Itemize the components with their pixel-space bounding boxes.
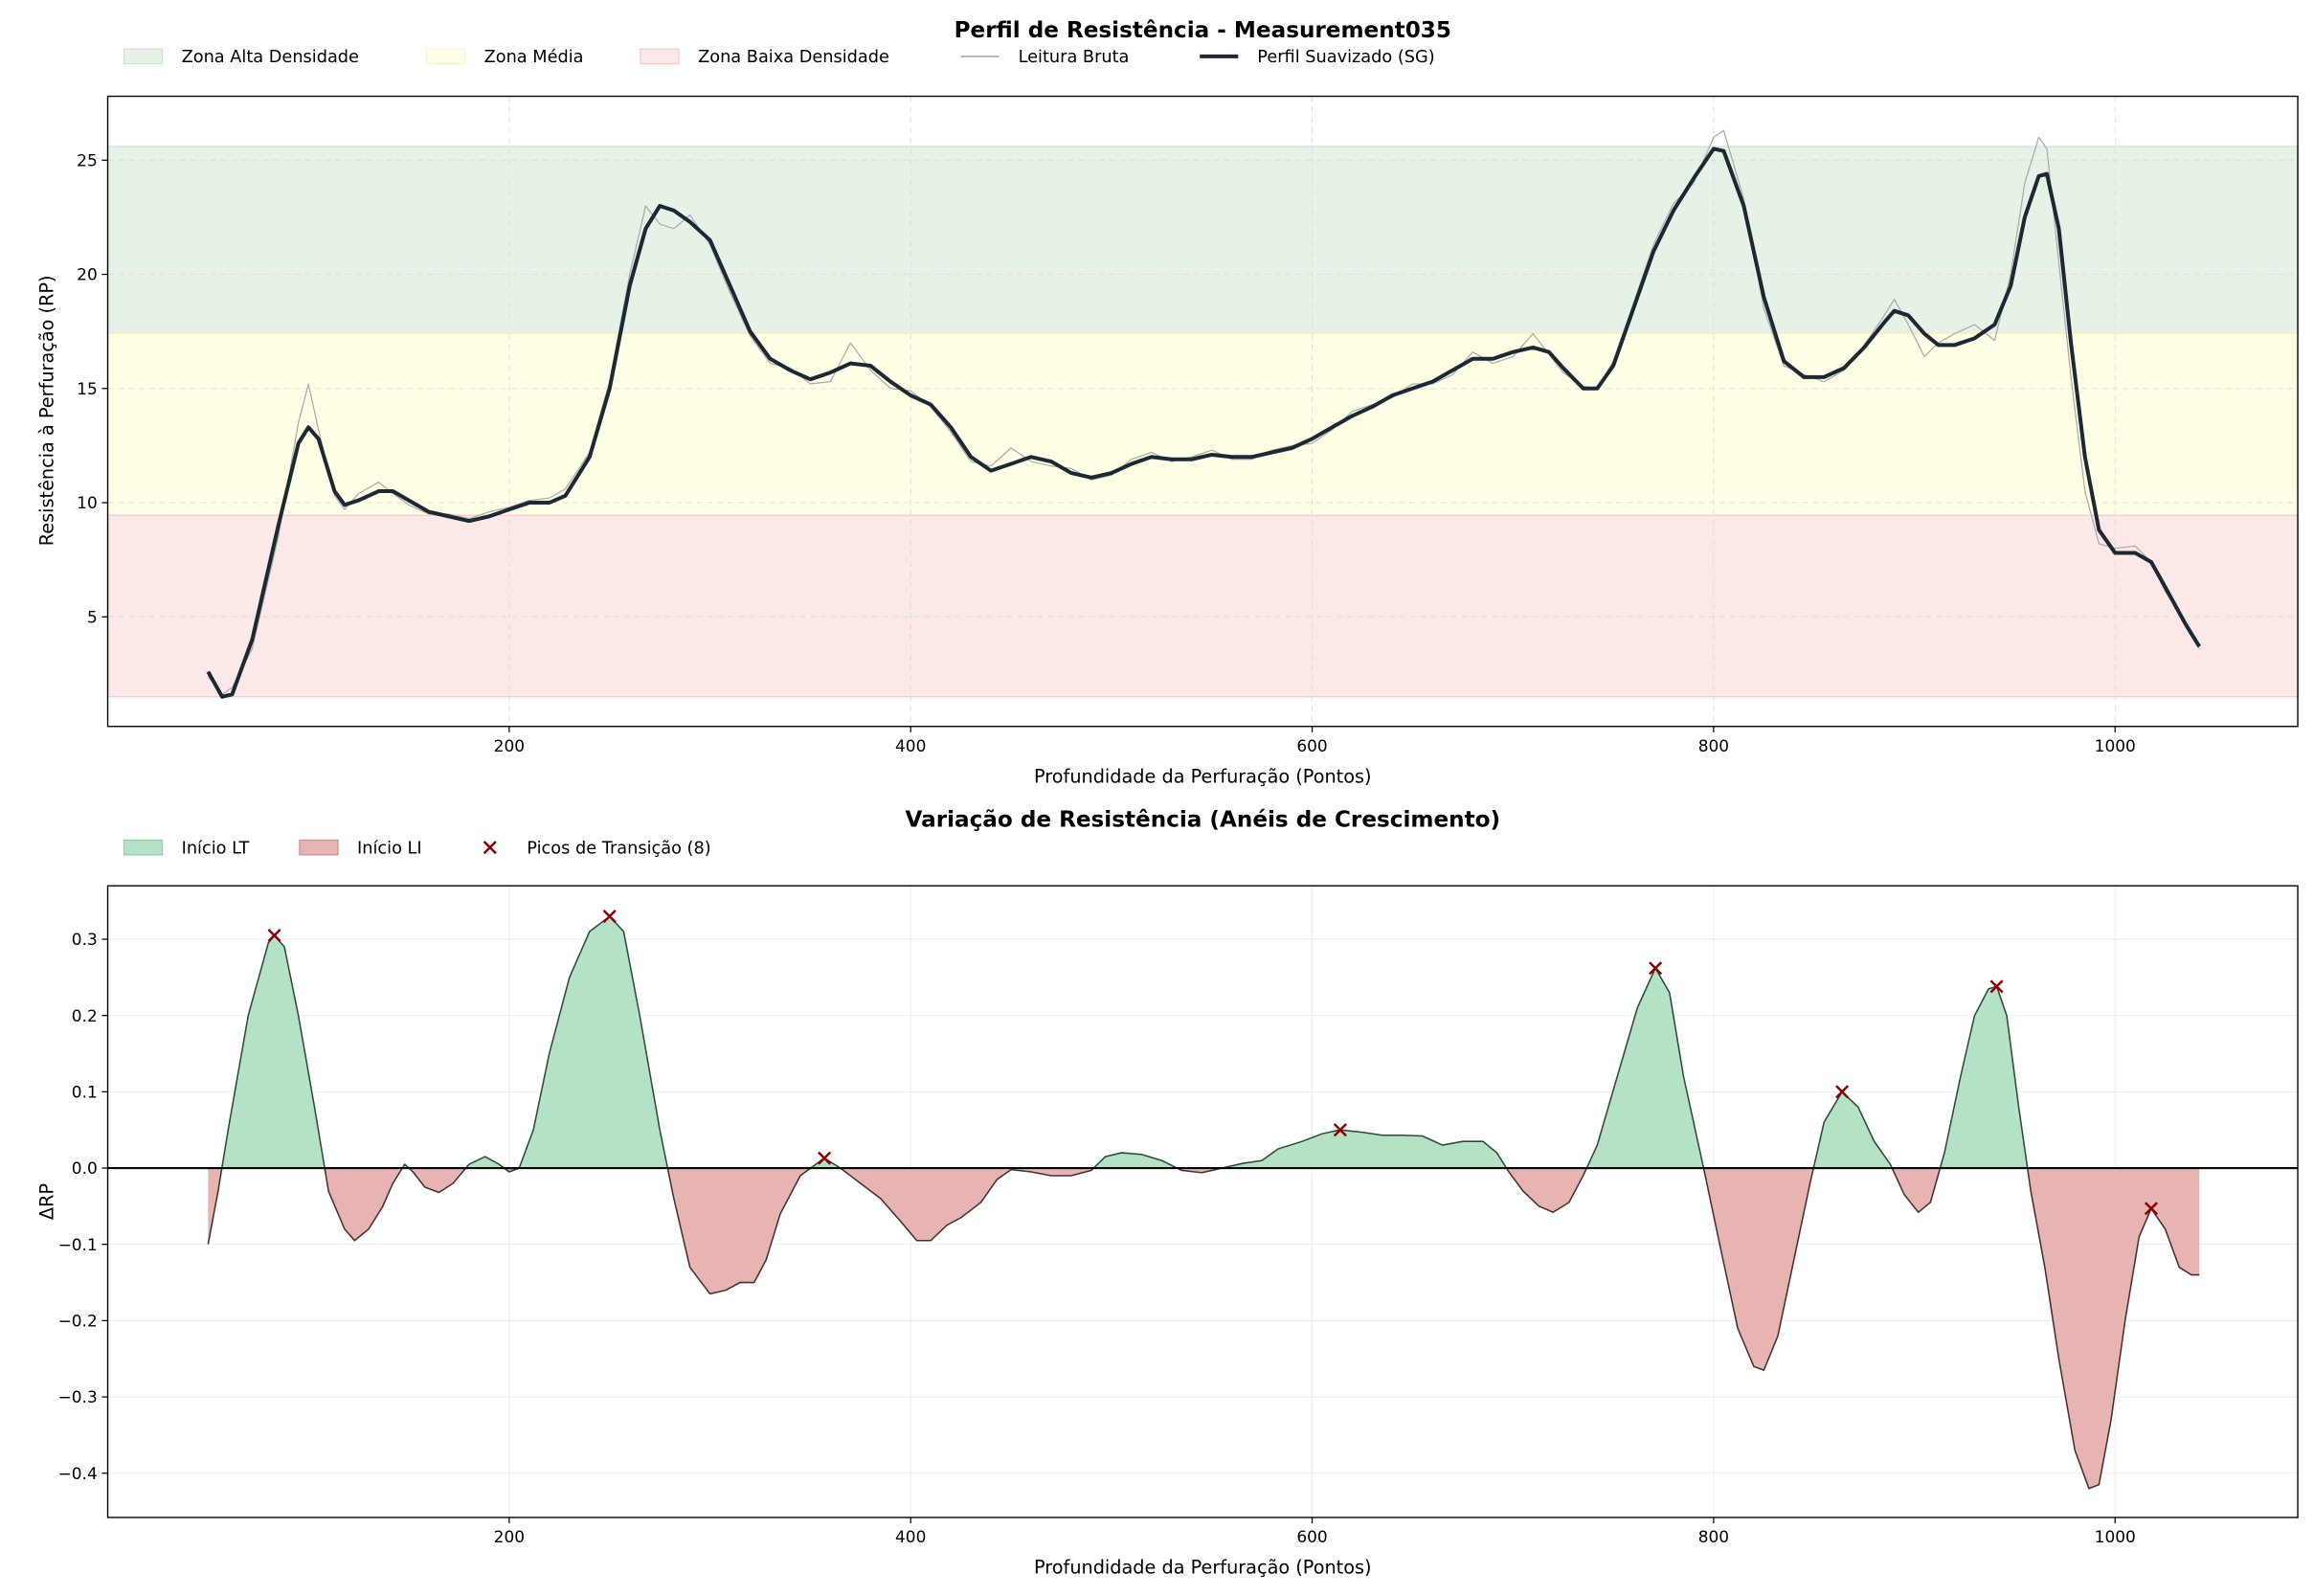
y-tick-label: 20 xyxy=(77,265,98,284)
top-chart-title: Perfil de Resistência - Measurement035 xyxy=(955,18,1451,43)
bottom-legend: Início LT Início LI Picos de Transição (8) xyxy=(123,839,711,858)
lt-start-fill-area xyxy=(208,916,2200,1169)
transition-peak-marker xyxy=(1649,961,1663,976)
x-tick-label: 600 xyxy=(1296,1527,1327,1546)
x-tick-label: 400 xyxy=(895,1527,926,1546)
legend-smoothed-profile-label: Perfil Suavizado (SG) xyxy=(1257,48,1434,67)
x-tick-label: 200 xyxy=(494,736,525,755)
delta-line-negative xyxy=(207,1168,2200,1490)
transition-peak-marker xyxy=(267,928,281,943)
legend-zone-high-swatch xyxy=(123,48,164,65)
top-axes-frame xyxy=(106,95,2299,728)
legend-zone-medium-label: Zona Média xyxy=(484,48,584,67)
bottom-plot: 200 400 600 800 1000 −0.4 −0.3 −0.2 −0.1 0.0 0.1 0.… xyxy=(58,885,2299,1546)
y-tick-label: 10 xyxy=(77,493,98,512)
top-legend: Zona Alta Densidade Zona Média Zona Baixa … xyxy=(123,48,1435,67)
transition-peak-marker xyxy=(818,1151,832,1165)
y-tick-label: −0.3 xyxy=(58,1387,98,1406)
bottom-axes-frame xyxy=(106,885,2299,1518)
x-tick-label: 1000 xyxy=(2095,736,2136,755)
y-tick-label: −0.1 xyxy=(58,1235,98,1254)
y-tick-label: 25 xyxy=(77,150,98,169)
top-y-axis-label: Resistência à Perfuração (RP) xyxy=(35,275,57,546)
y-tick-label: −0.4 xyxy=(58,1464,98,1483)
zone-high-density-band xyxy=(106,146,2299,335)
transition-peak-marker xyxy=(1333,1123,1347,1137)
y-tick-label: −0.2 xyxy=(58,1312,98,1331)
y-tick-label: 15 xyxy=(77,379,98,398)
x-tick-label: 800 xyxy=(1698,736,1729,755)
legend-zone-low-label: Zona Baixa Densidade xyxy=(698,48,889,67)
legend-lt-start-label: Início LT xyxy=(182,839,250,858)
y-tick-label: 0.3 xyxy=(72,930,98,949)
zone-medium-band xyxy=(106,332,2299,516)
series-group xyxy=(206,129,2201,699)
top-plot: 200 400 600 800 1000 5 10 15 20 25 xyxy=(77,95,2299,755)
zone-low-density-band xyxy=(106,514,2299,698)
x-tick-label: 400 xyxy=(895,736,926,755)
y-tick-label: 0.0 xyxy=(72,1158,98,1178)
delta-line-positive xyxy=(220,915,2029,1169)
legend-raw-reading-label: Leitura Bruta xyxy=(1019,48,1130,67)
bottom-x-axis-label: Profundidade da Perfuração (Pontos) xyxy=(1034,1557,1372,1579)
y-tick-label: 5 xyxy=(87,607,98,626)
li-start-fill-area xyxy=(208,1168,2200,1489)
top-x-axis-label: Profundidade da Perfuração (Pontos) xyxy=(1034,765,1372,787)
legend-peak-marker-icon xyxy=(483,841,497,855)
transition-peak-marker xyxy=(1989,979,2004,994)
transition-peak-marker xyxy=(2144,1202,2159,1216)
transition-peak-marker xyxy=(1835,1085,1850,1099)
y-tick-label: 0.1 xyxy=(72,1083,98,1102)
x-tick-label: 600 xyxy=(1296,736,1327,755)
legend-zone-medium-swatch xyxy=(425,48,466,65)
x-tick-label: 200 xyxy=(494,1527,525,1546)
y-tick-label: 0.2 xyxy=(72,1006,98,1025)
bottom-chart-title: Variação de Resistência (Anéis de Cresci… xyxy=(905,808,1500,833)
legend-li-start-label: Início LI xyxy=(357,839,422,858)
bottom-y-axis-label: ΔRP xyxy=(35,1183,57,1220)
legend-peaks-label: Picos de Transição (8) xyxy=(527,839,710,858)
legend-li-start-swatch xyxy=(299,839,339,856)
x-tick-label: 1000 xyxy=(2095,1527,2136,1546)
smoothed-profile-line xyxy=(206,146,2201,699)
legend-lt-start-swatch xyxy=(123,839,164,856)
transition-peak-marker xyxy=(602,910,617,924)
raw-reading-line xyxy=(207,129,2200,695)
x-tick-label: 800 xyxy=(1698,1527,1729,1546)
legend-zone-high-label: Zona Alta Densidade xyxy=(182,48,359,67)
legend-zone-low-swatch xyxy=(640,48,680,65)
